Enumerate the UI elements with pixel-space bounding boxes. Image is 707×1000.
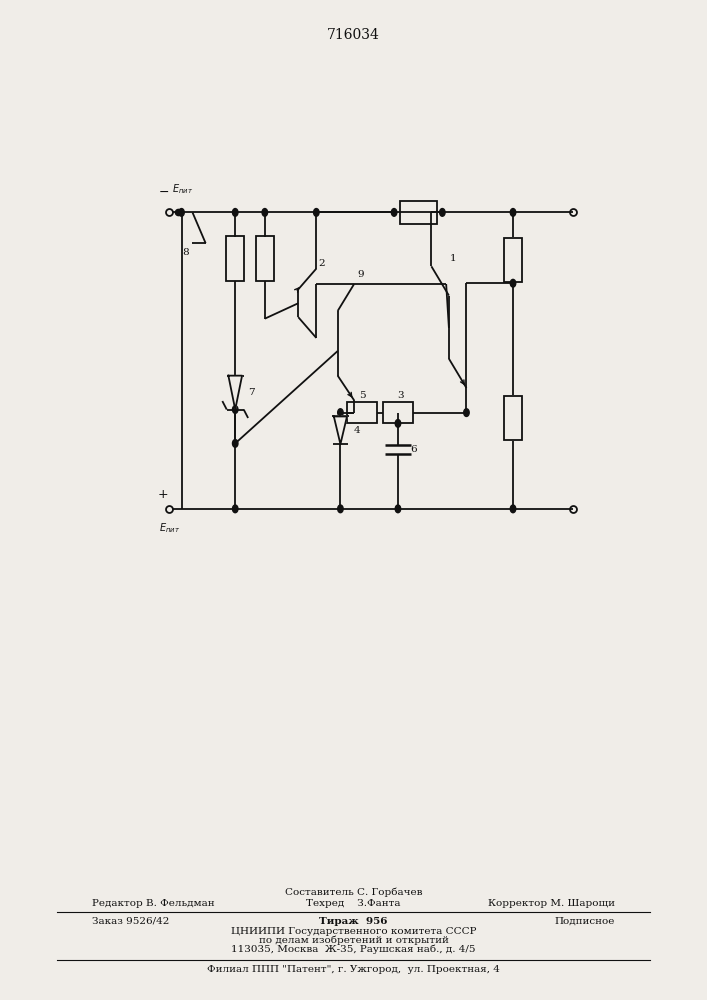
Bar [399,201,437,224]
Bar [503,238,522,282]
Circle shape [392,209,397,216]
Text: Корректор М. Шарощи: Корректор М. Шарощи [488,898,615,908]
Circle shape [440,209,445,216]
Text: $E_{пит}$: $E_{пит}$ [172,182,193,196]
Circle shape [464,409,469,416]
Circle shape [395,505,401,513]
Text: ЦНИИПИ Государственного комитета СССР: ЦНИИПИ Государственного комитета СССР [230,926,477,936]
Text: по делам изобретений и открытий: по делам изобретений и открытий [259,935,448,945]
Text: 6: 6 [410,445,416,454]
Text: 113035, Москва  Ж-35, Раушская наб., д. 4/5: 113035, Москва Ж-35, Раушская наб., д. 4… [231,944,476,954]
Text: $+$: $+$ [157,488,168,501]
Circle shape [510,209,516,216]
Circle shape [314,209,319,216]
Circle shape [233,505,238,513]
Circle shape [262,209,267,216]
Circle shape [428,209,434,216]
Bar [347,402,378,423]
Text: 8: 8 [182,248,189,257]
Bar [226,236,244,281]
Text: Техред    З.Фанта: Техред З.Фанта [306,898,401,908]
Circle shape [395,420,401,427]
Circle shape [233,440,238,447]
Circle shape [351,409,357,416]
Bar [503,396,522,440]
Text: Заказ 9526/42: Заказ 9526/42 [92,916,169,926]
Text: 7: 7 [248,388,255,397]
Bar [256,236,274,281]
Circle shape [338,409,343,416]
Text: 3: 3 [397,391,404,400]
Circle shape [233,406,238,413]
Polygon shape [228,376,242,410]
Circle shape [510,279,516,287]
Text: 1: 1 [450,254,457,263]
Circle shape [233,209,238,216]
Polygon shape [334,416,347,444]
Text: 716034: 716034 [327,28,380,42]
Text: 9: 9 [357,270,364,279]
Text: 5: 5 [359,391,366,400]
Text: 2: 2 [318,259,325,268]
Circle shape [179,209,185,216]
Text: Составитель С. Горбачев: Составитель С. Горбачев [285,887,422,897]
Text: $-$: $-$ [158,185,170,198]
Text: $E_{пит}$: $E_{пит}$ [159,521,180,535]
Text: Тираж  956: Тираж 956 [320,916,387,926]
Bar [383,402,413,423]
Text: Редактор В. Фельдман: Редактор В. Фельдман [92,898,214,908]
Circle shape [338,505,343,513]
Circle shape [510,505,516,513]
Text: Подписное: Подписное [555,916,615,926]
Text: Филиал ППП "Патент", г. Ужгород,  ул. Проектная, 4: Филиал ППП "Патент", г. Ужгород, ул. Про… [207,966,500,974]
Text: 4: 4 [354,426,360,435]
